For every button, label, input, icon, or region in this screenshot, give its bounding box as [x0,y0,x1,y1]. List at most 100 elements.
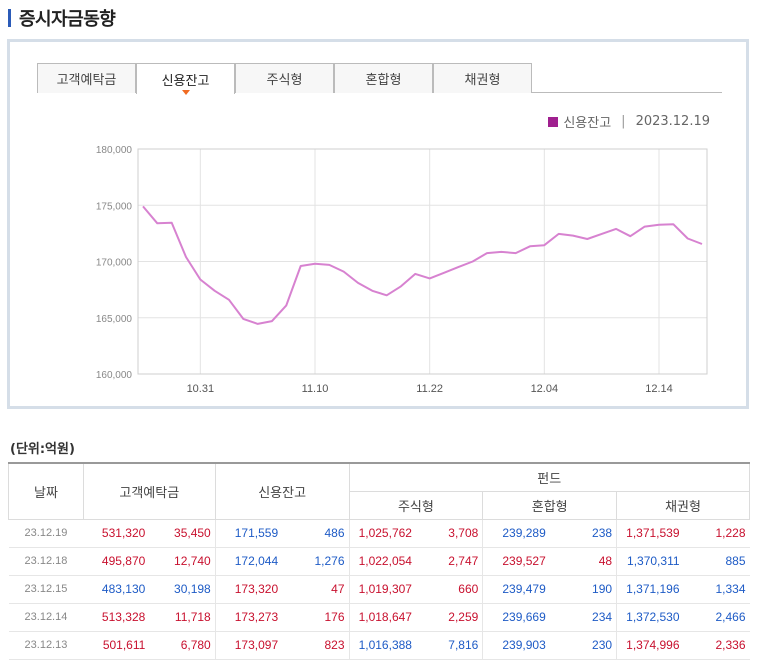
cell-deposit-change: 35,450 [149,519,216,548]
cell-stock-change: 3,708 [415,519,484,548]
header-bond: 채권형 [616,490,750,520]
tab-label: 신용잔고 [161,73,210,89]
tab-label: 채권형 [464,73,501,88]
cell-deposit: 495,870 [83,547,150,576]
cell-bond: 1,374,996 [616,631,684,660]
y-tick-label: 160,000 [96,370,133,381]
cell-stock-change: 2,259 [415,603,484,632]
tab-label: 고객예탁금 [56,73,117,88]
cell-stock: 1,022,054 [349,547,416,576]
row-date: 23.12.14 [8,603,84,632]
cell-stock: 1,019,307 [349,575,416,604]
legend-swatch [548,116,559,127]
x-tick-label: 11.22 [416,383,443,395]
legend-date: 2023.12.19 [635,114,710,129]
tab-label: 주식형 [266,73,303,88]
cell-credit-change: 47 [282,575,350,604]
cell-credit-change: 823 [282,631,350,660]
cell-credit: 173,320 [215,575,283,604]
title-accent-bar [8,9,11,27]
table-row: 23.12.18 495,870 12,740 172,044 1,276 1,022,0… [8,547,750,576]
cell-mixed-change: 234 [549,603,618,632]
cell-credit: 173,273 [215,603,283,632]
y-tick-label: 170,000 [96,258,133,269]
tab-mixed[interactable]: 혼합형 [334,63,433,93]
cell-stock: 1,016,388 [349,631,416,660]
cell-credit: 173,097 [215,631,283,660]
tab-deposit[interactable]: 고객예탁금 [37,63,136,93]
credit-balance-line-chart: 160,000 165,000 170,000 175,000 180,000 10.31… [96,145,708,395]
legend-separator: | [621,114,626,129]
y-tick-label: 165,000 [96,314,133,325]
cell-mixed: 239,903 [482,631,550,660]
chart-panel: 고객예탁금 신용잔고 주식형 혼합형 채권형 신용잔고 | 2023.12.19… [7,39,749,409]
cell-deposit: 513,328 [83,603,150,632]
cell-deposit: 501,611 [83,631,150,660]
row-date: 23.12.15 [8,575,84,604]
table-row: 23.12.13 501,611 6,780 173,097 823 1,016,388 7… [8,631,750,660]
table-row: 23.12.19 531,320 35,450 171,559 486 1,025,762… [8,519,750,548]
tab-credit[interactable]: 신용잔고 [136,63,235,95]
cell-credit-change: 486 [282,519,350,548]
tab-bond[interactable]: 채권형 [433,63,532,93]
cell-bond-change: 2,336 [683,631,750,660]
row-date: 23.12.13 [8,631,84,660]
cell-mixed: 239,479 [482,575,550,604]
table-row: 23.12.14 513,328 11,718 173,273 176 1,018,647… [8,603,750,632]
cell-bond: 1,371,196 [616,575,684,604]
chart-legend: 신용잔고 | 2023.12.19 [548,112,710,131]
header-credit: 신용잔고 [214,462,350,520]
header-deposit: 고객예탁금 [82,462,216,520]
cell-stock-change: 7,816 [415,631,484,660]
cell-mixed-change: 48 [549,547,618,576]
x-tick-label: 11.10 [302,383,329,395]
cell-mixed: 239,669 [482,603,550,632]
tab-label: 혼합형 [365,73,402,88]
unit-label: (단위:억원) [10,442,75,457]
fund-flow-table: 날짜 고객예탁금 신용잔고 펀드 주식형 혼합형 채권형 23.12.19 531… [8,462,750,660]
cell-deposit-change: 30,198 [149,575,216,604]
tab-stock[interactable]: 주식형 [235,63,334,93]
page-title: 증시자금동향 [8,6,116,30]
x-tick-label: 12.04 [531,383,559,395]
cell-bond-change: 885 [683,547,750,576]
cell-bond-change: 1,228 [683,519,750,548]
cell-deposit-change: 11,718 [149,603,216,632]
cell-deposit: 483,130 [83,575,150,604]
cell-mixed-change: 238 [549,519,618,548]
cell-stock-change: 2,747 [415,547,484,576]
row-date: 23.12.19 [8,519,84,548]
x-tick-label: 10.31 [187,383,215,395]
header-stock: 주식형 [348,490,484,520]
cell-deposit-change: 6,780 [149,631,216,660]
plot-area-border [137,148,708,375]
cell-bond: 1,372,530 [616,603,684,632]
cell-deposit-change: 12,740 [149,547,216,576]
table-row: 23.12.15 483,130 30,198 173,320 47 1,019,307 6… [8,575,750,604]
cell-stock: 1,018,647 [349,603,416,632]
header-fund: 펀드 [348,462,750,492]
x-tick-label: 12.14 [645,383,673,395]
cell-bond-change: 2,466 [683,603,750,632]
active-tab-caret-icon [181,90,190,95]
row-date: 23.12.18 [8,547,84,576]
cell-deposit: 531,320 [83,519,150,548]
cell-mixed: 239,289 [482,519,550,548]
cell-stock: 1,025,762 [349,519,416,548]
tab-bar: 고객예탁금 신용잔고 주식형 혼합형 채권형 [37,63,722,95]
y-tick-label: 175,000 [96,201,133,212]
series-line-credit-balance [142,205,703,325]
y-tick-label: 180,000 [96,145,133,156]
header-date: 날짜 [8,462,84,520]
page-title-text: 증시자금동향 [19,9,116,30]
legend-series-name: 신용잔고 [563,116,612,131]
cell-credit-change: 1,276 [282,547,350,576]
cell-credit: 172,044 [215,547,283,576]
cell-mixed-change: 230 [549,631,618,660]
cell-mixed-change: 190 [549,575,618,604]
cell-mixed: 239,527 [482,547,550,576]
cell-bond: 1,371,539 [616,519,684,548]
cell-credit-change: 176 [282,603,350,632]
cell-bond: 1,370,311 [616,547,684,576]
cell-bond-change: 1,334 [683,575,750,604]
